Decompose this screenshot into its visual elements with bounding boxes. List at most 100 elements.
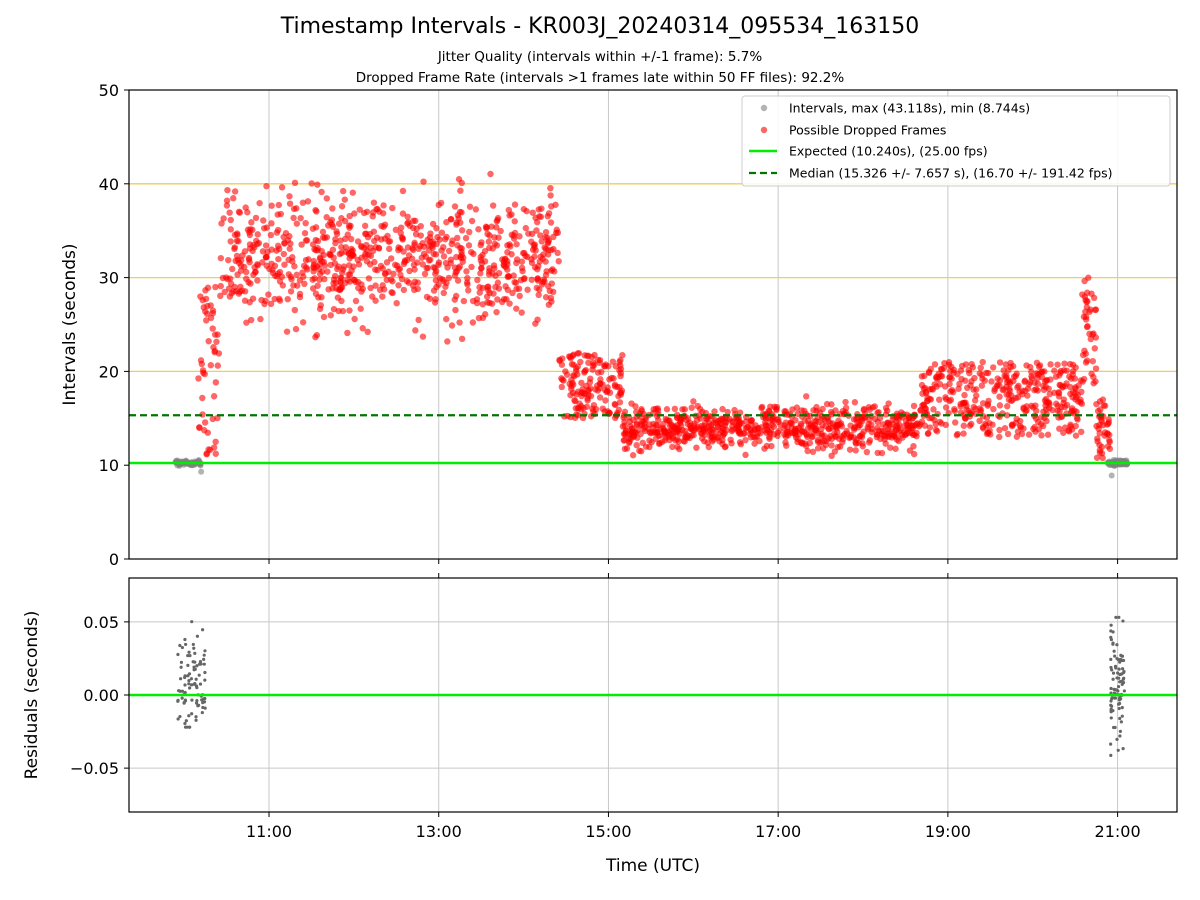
dropped-point xyxy=(421,270,429,278)
dropped-point xyxy=(262,242,270,249)
dropped-point xyxy=(661,430,669,437)
dropped-point xyxy=(599,381,606,388)
dropped-point xyxy=(357,305,364,312)
dropped-point xyxy=(415,316,422,324)
dropped-point xyxy=(201,419,209,426)
residual-point xyxy=(203,670,207,675)
dropped-point xyxy=(329,285,336,292)
residual-point xyxy=(203,678,207,682)
dropped-point xyxy=(717,429,724,436)
dropped-point xyxy=(1033,407,1040,414)
residual-point xyxy=(182,700,186,704)
dropped-point xyxy=(259,248,267,255)
dropped-point xyxy=(417,222,424,230)
dropped-point xyxy=(910,402,918,410)
dropped-point xyxy=(369,247,377,255)
dropped-point xyxy=(542,293,550,301)
dropped-point xyxy=(962,414,969,422)
dropped-point xyxy=(455,176,463,183)
dropped-point xyxy=(884,432,892,440)
dropped-point xyxy=(344,329,351,337)
dropped-point xyxy=(833,424,840,432)
residual-point xyxy=(1109,637,1114,642)
dropped-point xyxy=(320,313,328,321)
dropped-point xyxy=(990,405,997,413)
dropped-point xyxy=(451,296,458,303)
dropped-point xyxy=(238,257,245,264)
dropped-point xyxy=(377,262,385,270)
dropped-point xyxy=(1028,368,1035,376)
dropped-point xyxy=(809,448,817,455)
residuals-y-ticks: 0.05 0.00 −0.05 xyxy=(70,613,129,778)
residual-point xyxy=(195,634,200,638)
dropped-point xyxy=(532,214,539,222)
dropped-point xyxy=(524,253,531,261)
dropped-point xyxy=(236,288,243,295)
residual-point xyxy=(1120,654,1125,658)
dropped-point xyxy=(766,408,773,415)
dropped-point xyxy=(367,284,374,292)
dropped-point xyxy=(568,385,575,393)
dropped-point xyxy=(254,231,261,238)
dropped-point xyxy=(587,375,594,382)
dropped-point xyxy=(937,365,945,373)
dropped-point xyxy=(302,237,310,244)
dropped-point xyxy=(994,375,1001,382)
dropped-point xyxy=(219,274,227,282)
dropped-point xyxy=(573,365,580,372)
residual-point xyxy=(190,620,194,624)
dropped-point xyxy=(1010,377,1017,385)
dropped-point xyxy=(244,226,252,233)
dropped-point xyxy=(709,426,717,433)
dropped-point xyxy=(383,259,391,266)
dropped-point xyxy=(598,368,605,376)
dropped-point xyxy=(531,264,539,271)
residual-point xyxy=(183,690,187,695)
dropped-point xyxy=(227,226,234,233)
dropped-point xyxy=(1072,432,1080,439)
dropped-point xyxy=(804,447,811,455)
dropped-point xyxy=(209,325,216,332)
dropped-point xyxy=(203,317,210,324)
residual-point xyxy=(1114,615,1118,619)
dropped-point xyxy=(719,405,726,413)
dropped-point xyxy=(314,237,322,245)
dropped-point xyxy=(234,231,241,239)
dropped-point xyxy=(384,232,391,240)
dropped-point xyxy=(504,286,511,294)
residual-point xyxy=(179,665,183,669)
residual-point xyxy=(198,682,203,686)
dropped-point xyxy=(332,239,339,247)
dropped-point xyxy=(259,259,266,266)
dropped-point xyxy=(652,405,660,413)
dropped-point xyxy=(404,213,411,221)
residual-point xyxy=(186,653,190,658)
dropped-point xyxy=(895,437,902,445)
dropped-point xyxy=(663,406,671,413)
dropped-point xyxy=(591,351,598,359)
dropped-point xyxy=(207,314,215,322)
dropped-point xyxy=(275,295,283,303)
residual-point xyxy=(176,698,180,702)
dropped-point xyxy=(440,243,447,251)
dropped-point xyxy=(316,270,324,278)
dropped-point xyxy=(522,224,530,232)
dropped-point xyxy=(1046,390,1054,398)
dropped-point xyxy=(355,261,363,268)
dropped-point xyxy=(519,267,526,275)
dropped-point xyxy=(542,228,550,236)
dropped-point xyxy=(361,253,369,260)
dropped-point xyxy=(432,296,439,303)
residual-point xyxy=(1122,669,1126,674)
dropped-point xyxy=(199,394,206,402)
dropped-point xyxy=(1067,390,1074,398)
residual-point xyxy=(187,725,191,729)
dropped-point xyxy=(229,265,236,273)
dropped-point xyxy=(390,270,397,278)
dropped-point xyxy=(212,283,219,291)
dropped-point xyxy=(629,452,637,459)
dropped-point xyxy=(304,198,312,205)
x-tick-label: 15:00 xyxy=(585,822,631,841)
residual-point xyxy=(193,651,197,655)
dropped-point xyxy=(305,256,312,263)
